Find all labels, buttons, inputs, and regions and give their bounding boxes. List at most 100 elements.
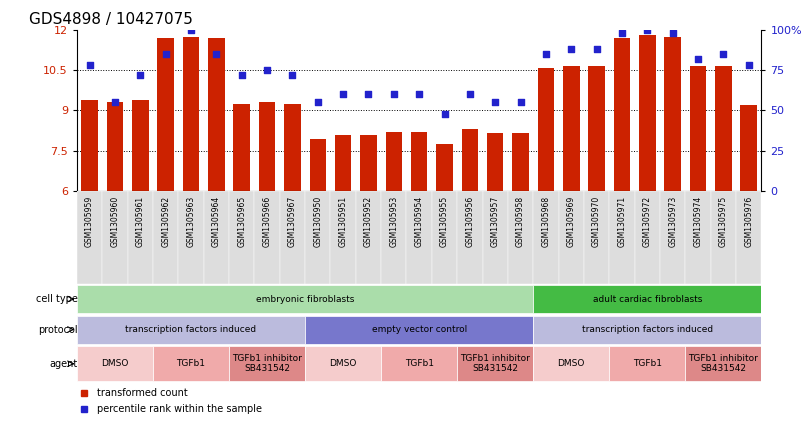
Text: transformed count: transformed count (97, 388, 188, 398)
Bar (533, 285, 761, 313)
Bar (382, 191, 407, 284)
Bar (356, 191, 382, 284)
Text: DMSO: DMSO (557, 359, 585, 368)
Text: GSM1305960: GSM1305960 (110, 195, 120, 247)
Point (692, 55, 705, 62)
Text: GSM1305951: GSM1305951 (339, 195, 347, 247)
Text: GSM1305966: GSM1305966 (262, 195, 271, 247)
Bar (382, 346, 457, 381)
Bar (609, 346, 685, 381)
Bar (407, 191, 432, 284)
Point (337, 91, 350, 98)
Point (160, 51, 173, 58)
Bar (533, 316, 761, 343)
Point (109, 99, 122, 106)
Text: TGFb1: TGFb1 (633, 359, 662, 368)
Bar (386, 132, 402, 191)
Text: GSM1305957: GSM1305957 (491, 195, 500, 247)
Text: GSM1305970: GSM1305970 (592, 195, 601, 247)
Text: GSM1305952: GSM1305952 (364, 195, 373, 247)
Text: percentile rank within the sample: percentile rank within the sample (97, 404, 262, 414)
Bar (690, 66, 706, 191)
Point (717, 51, 730, 58)
Text: TGFb1 inhibitor
SB431542: TGFb1 inhibitor SB431542 (460, 354, 531, 374)
Bar (107, 102, 123, 191)
Bar (284, 104, 301, 191)
Bar (457, 346, 533, 381)
Point (261, 67, 274, 74)
Text: empty vector control: empty vector control (372, 325, 467, 334)
Bar (432, 191, 457, 284)
Point (565, 46, 578, 53)
Text: agent: agent (49, 359, 78, 369)
Bar (157, 38, 174, 191)
Bar (335, 135, 352, 191)
Text: TGFb1 inhibitor
SB431542: TGFb1 inhibitor SB431542 (232, 354, 302, 374)
Text: TGFb1 inhibitor
SB431542: TGFb1 inhibitor SB431542 (688, 354, 758, 374)
Point (514, 99, 527, 106)
Point (666, 30, 679, 37)
Point (286, 71, 299, 78)
Bar (305, 346, 382, 381)
Text: GDS4898 / 10427075: GDS4898 / 10427075 (29, 12, 193, 27)
Bar (132, 100, 148, 191)
Bar (233, 104, 250, 191)
Bar (183, 37, 199, 191)
Bar (508, 191, 533, 284)
Bar (229, 191, 254, 284)
Text: GSM1305965: GSM1305965 (237, 195, 246, 247)
Bar (639, 36, 655, 191)
Point (311, 99, 324, 106)
Bar (533, 346, 609, 381)
Point (235, 71, 248, 78)
Point (742, 62, 755, 69)
Text: GSM1305973: GSM1305973 (668, 195, 677, 247)
Text: GSM1305976: GSM1305976 (744, 195, 753, 247)
Bar (740, 105, 757, 191)
Point (387, 91, 400, 98)
Bar (254, 191, 279, 284)
Bar (614, 38, 630, 191)
Point (210, 51, 223, 58)
Point (488, 99, 501, 106)
Text: GSM1305955: GSM1305955 (440, 195, 449, 247)
Bar (411, 132, 428, 191)
Text: GSM1305967: GSM1305967 (288, 195, 297, 247)
Text: GSM1305969: GSM1305969 (567, 195, 576, 247)
Text: embryonic fibroblasts: embryonic fibroblasts (256, 294, 354, 304)
Bar (259, 102, 275, 191)
Bar (664, 37, 681, 191)
Bar (588, 66, 605, 191)
Bar (229, 346, 305, 381)
Bar (77, 316, 305, 343)
Point (185, 27, 198, 33)
Bar (559, 191, 584, 284)
Text: GSM1305953: GSM1305953 (390, 195, 399, 247)
Text: GSM1305962: GSM1305962 (161, 195, 170, 247)
Text: GSM1305975: GSM1305975 (718, 195, 728, 247)
Bar (153, 191, 178, 284)
Point (362, 91, 375, 98)
Bar (533, 191, 559, 284)
Text: GSM1305972: GSM1305972 (643, 195, 652, 247)
Text: GSM1305956: GSM1305956 (466, 195, 475, 247)
Point (412, 91, 425, 98)
Text: GSM1305964: GSM1305964 (212, 195, 221, 247)
Text: transcription factors induced: transcription factors induced (582, 325, 713, 334)
Point (83, 62, 96, 69)
Bar (685, 191, 710, 284)
Text: GSM1305963: GSM1305963 (186, 195, 195, 247)
Point (539, 51, 552, 58)
Text: GSM1305958: GSM1305958 (516, 195, 525, 247)
Bar (609, 191, 635, 284)
Bar (279, 191, 305, 284)
Text: GSM1305974: GSM1305974 (693, 195, 702, 247)
Bar (710, 191, 736, 284)
Text: DMSO: DMSO (101, 359, 129, 368)
Bar (360, 135, 377, 191)
Bar (538, 68, 554, 191)
Text: transcription factors induced: transcription factors induced (126, 325, 257, 334)
Bar (437, 144, 453, 191)
Bar (563, 66, 579, 191)
Bar (77, 285, 533, 313)
